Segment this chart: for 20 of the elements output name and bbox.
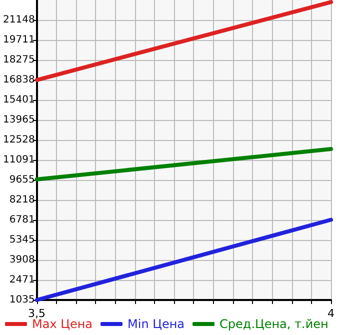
legend-label: Сред.Цена, т.йен <box>220 317 328 331</box>
y-tick-label: 2471 <box>9 274 35 286</box>
y-tick-label: 19711 <box>3 34 35 46</box>
y-tick-label: 6781 <box>9 214 35 226</box>
y-tick-label: 15401 <box>3 94 35 106</box>
y-tick-label: 11091 <box>3 154 35 166</box>
y-tick-label: 8218 <box>9 194 35 206</box>
y-tick-label: 9655 <box>9 174 35 186</box>
y-tick-label: 16838 <box>3 74 35 86</box>
y-tick-label: 12528 <box>3 134 35 146</box>
x-tick-label: 4 <box>328 307 334 320</box>
y-tick-label: 21148 <box>3 14 35 26</box>
legend-label: Min Цена <box>128 317 185 331</box>
y-tick-label: 1035 <box>9 294 35 306</box>
y-tick-label: 5345 <box>9 234 35 246</box>
x-tick-label: 3,5 <box>28 307 46 320</box>
y-tick-label: 3908 <box>9 254 35 266</box>
legend-label: Max Цена <box>32 317 93 331</box>
y-tick-label: 13965 <box>3 114 35 126</box>
y-tick-label: 18275 <box>3 54 35 66</box>
